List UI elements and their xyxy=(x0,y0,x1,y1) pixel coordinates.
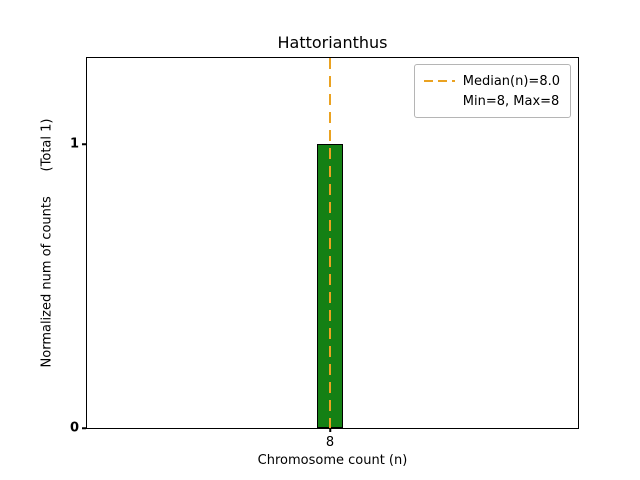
x-tick-label-8: 8 xyxy=(325,435,335,450)
legend-row-minmax: Min=8, Max=8 xyxy=(424,91,560,111)
legend-label-median: Median(n)=8.0 xyxy=(462,73,560,89)
x-tick-mark-8 xyxy=(329,428,331,432)
x-axis-label: Chromosome count (n) xyxy=(257,453,408,468)
chart-title: Hattorianthus xyxy=(277,33,388,52)
legend: Median(n)=8.0 Min=8, Max=8 xyxy=(413,64,571,118)
legend-median-line-sample xyxy=(423,80,455,82)
legend-minmax-sample xyxy=(424,100,455,102)
median-line xyxy=(329,58,332,428)
legend-row-median: Median(n)=8.0 xyxy=(423,71,560,91)
y-tick-label-0: 0 xyxy=(69,420,79,436)
y-axis-label-text: Normalized num of counts (Total 1) xyxy=(39,118,55,368)
legend-label-minmax: Min=8, Max=8 xyxy=(462,93,560,109)
y-tick-mark-0 xyxy=(82,427,86,429)
plot-area: Median(n)=8.0 Min=8, Max=8 1 0 8 xyxy=(70,57,579,450)
y-tick-label-1: 1 xyxy=(69,136,79,152)
y-tick-mark-1 xyxy=(82,143,86,146)
